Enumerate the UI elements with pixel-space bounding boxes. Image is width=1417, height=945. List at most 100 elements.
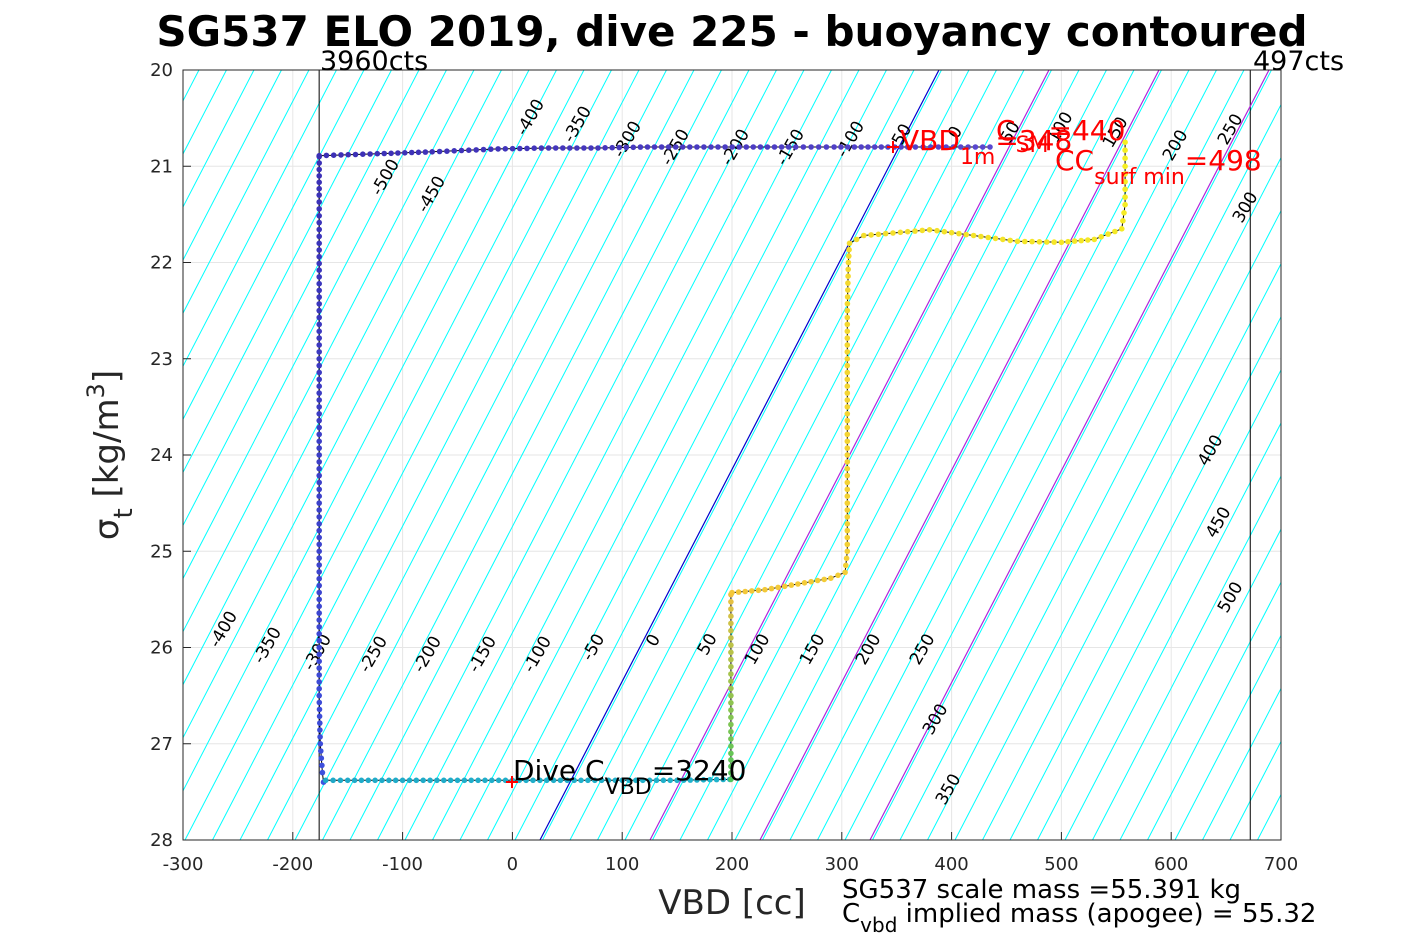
data-point [316, 179, 323, 186]
data-point [316, 397, 323, 403]
data-point [844, 321, 851, 328]
data-point [1065, 238, 1071, 245]
contour-label: 150 [796, 630, 830, 668]
data-point [420, 777, 427, 784]
data-point [844, 472, 851, 479]
x-tick-label: 300 [825, 854, 859, 875]
implied-mass-footnote: Cvbd implied mass (apogee) = 55.32 [842, 899, 1316, 937]
data-point [728, 649, 734, 656]
data-point [846, 240, 853, 247]
data-point [427, 777, 433, 784]
data-point [792, 144, 799, 150]
x-tick-label: -100 [382, 854, 423, 875]
contour-line [0, 70, 89, 840]
contour-label: 300 [919, 700, 953, 738]
data-point [316, 192, 323, 198]
data-point [319, 762, 325, 769]
x-axis-label: VBD [cc] [658, 883, 806, 923]
data-point [316, 321, 323, 328]
contour-label: -50 [578, 630, 609, 664]
data-point [585, 777, 591, 784]
data-point [868, 232, 874, 238]
contour-line [789, 70, 1190, 840]
data-point [458, 147, 465, 154]
x-tick-label: 700 [1264, 854, 1298, 875]
data-point [509, 145, 516, 152]
data-point [316, 247, 323, 253]
data-point [316, 603, 323, 610]
buoyancy-contours [0, 70, 1417, 840]
data-point [317, 741, 324, 747]
data-point [365, 777, 372, 784]
data-point [941, 228, 948, 235]
data-point [1122, 163, 1128, 170]
contour-line [982, 262, 1281, 840]
contour-label: -350 [559, 103, 596, 146]
data-point [919, 227, 926, 234]
data-point [956, 230, 962, 237]
data-point [571, 777, 577, 784]
contour-line [1313, 70, 1417, 840]
data-point [844, 144, 851, 150]
scale-mass-footnote: SG537 scale mass =55.391 kg [842, 875, 1241, 905]
contour-label: 250 [906, 630, 940, 668]
data-point [667, 777, 673, 784]
data-point [1071, 238, 1078, 244]
contour-label: -250 [355, 633, 392, 676]
data-point [687, 777, 694, 783]
data-point [898, 144, 904, 150]
data-point [316, 314, 323, 321]
data-point [316, 356, 323, 362]
left-counts-label: 3960cts [320, 46, 428, 77]
contour-label: -350 [249, 624, 286, 667]
data-point [1091, 236, 1098, 243]
data-point [728, 750, 734, 757]
contour-line [183, 70, 365, 421]
data-point [963, 231, 969, 238]
data-point [845, 280, 851, 286]
contour-labels: -500 -450-400 -350 -300 -250 -200 -150 -100 -50 0… [205, 96, 1262, 809]
data-point [1122, 171, 1128, 177]
y-axis-ticks: 20 21 22 23 24 25 26 27 28 [150, 60, 191, 851]
data-point [844, 431, 851, 438]
data-point [935, 144, 942, 150]
data-point [316, 500, 323, 506]
contour-label: -400 [205, 608, 242, 651]
data-point [943, 144, 949, 150]
data-point [800, 144, 807, 150]
data-point [815, 144, 822, 150]
data-point [538, 145, 545, 151]
data-point [728, 700, 734, 706]
data-point [441, 777, 447, 784]
data-point [316, 166, 323, 173]
data-point [388, 150, 394, 157]
y-tick-label: 27 [150, 734, 173, 755]
data-point [451, 148, 458, 154]
data-point [707, 776, 713, 783]
data-point [316, 465, 323, 472]
data-point [434, 777, 440, 784]
data-point [316, 472, 323, 479]
data-point [372, 777, 378, 784]
data-point [316, 548, 323, 555]
data-point [316, 173, 323, 179]
data-point [728, 671, 734, 677]
data-point [927, 144, 934, 150]
data-point [843, 562, 849, 569]
data-point [466, 147, 472, 153]
data-point [844, 411, 851, 417]
data-point [578, 777, 584, 784]
contour-label: 450 [1202, 503, 1236, 541]
data-point [844, 465, 851, 472]
contour-line [183, 70, 530, 739]
data-point [844, 397, 851, 403]
data-point [495, 146, 501, 152]
dive-c-vbd-annotation: Dive CVBD=3240 [513, 754, 746, 800]
data-point [728, 635, 734, 641]
data-point [728, 663, 734, 670]
data-point [517, 145, 523, 152]
data-point [316, 589, 323, 596]
data-point [742, 588, 748, 595]
data-point [524, 145, 530, 152]
